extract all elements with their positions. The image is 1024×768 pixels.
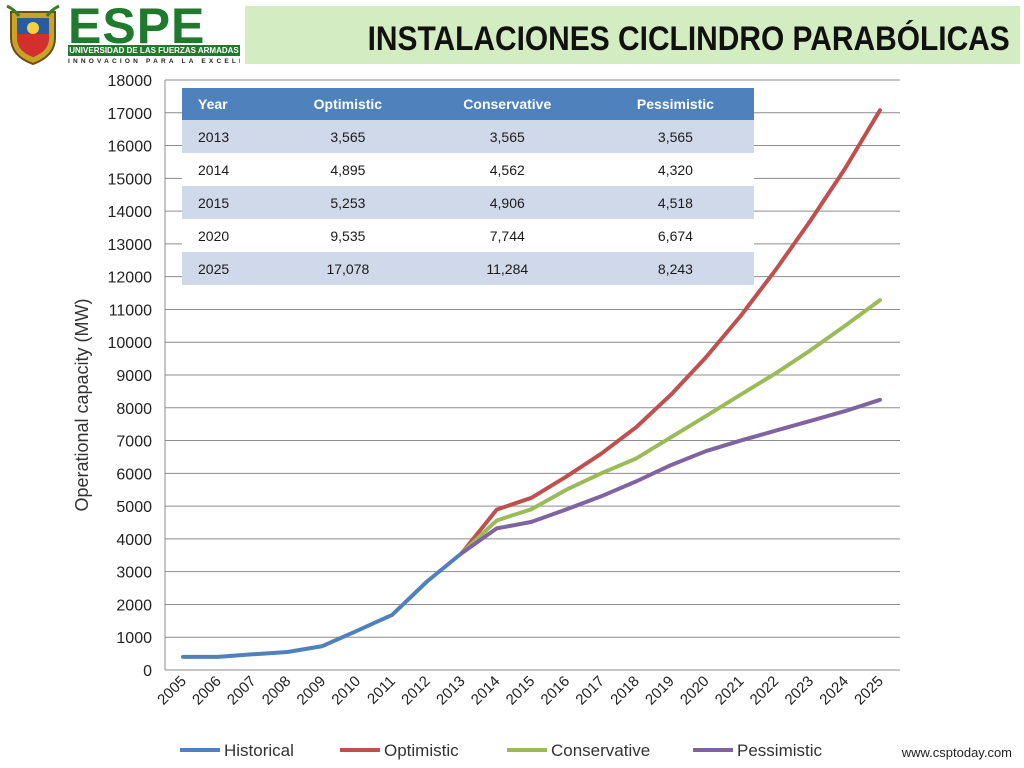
x-tick-label: 2005: [154, 673, 190, 709]
x-tick-label: 2021: [712, 673, 748, 709]
x-tick-label: 2017: [572, 673, 608, 709]
table-cell-conservative: 7,744: [417, 219, 597, 252]
capacity-line-chart: 0 1000 2000 3000 4000 5000 6000 7000 8000 9000 100…: [72, 73, 900, 760]
table-cell-optimistic: 4,895: [278, 153, 418, 186]
legend-label-optimistic: Optimistic: [384, 741, 459, 760]
series-line-optimistic: [459, 108, 882, 556]
table-cell-year: 2020: [182, 219, 279, 252]
y-tick-label: 10000: [108, 335, 153, 352]
table-header-year: Year: [182, 88, 279, 120]
table-cell-optimistic: 9,535: [278, 219, 418, 252]
table-cell-year: 2013: [182, 120, 279, 153]
table-header-pessimistic: Pessimistic: [596, 88, 754, 120]
table-cell-pessimistic: 8,243: [596, 252, 754, 285]
y-tick-label: 11000: [109, 302, 152, 319]
x-tick-label: 2009: [294, 673, 330, 709]
y-tick-label: 6000: [116, 466, 152, 483]
source-credit: www.csptoday.com: [901, 745, 1012, 760]
x-tick-label: 2018: [607, 673, 643, 709]
table-row: 2015 5,253 4,906 4,518: [182, 186, 754, 219]
y-tick-label: 17000: [108, 106, 153, 123]
page-title: INSTALACIONES CICLINDRO PARABÓLICAS: [367, 20, 1010, 58]
university-name: UNIVERSIDAD DE LAS FUERZAS ARMADAS: [68, 45, 240, 56]
table-cell-year: 2014: [182, 153, 279, 186]
x-tick-label: 2008: [259, 673, 295, 709]
y-tick-label: 12000: [108, 270, 153, 287]
table-cell-conservative: 11,284: [417, 252, 597, 285]
table-cell-pessimistic: 4,320: [596, 153, 754, 186]
university-shield-icon: [6, 4, 60, 66]
x-tick-label: 2024: [816, 673, 852, 709]
x-tick-label: 2006: [189, 673, 225, 709]
x-tick-label: 2014: [468, 673, 504, 709]
table-cell-conservative: 3,565: [417, 120, 597, 153]
university-motto: INNOVACIÓN PARA LA EXCELENCIA: [68, 58, 240, 65]
series-line-pessimistic: [459, 397, 882, 556]
x-tick-label: 2025: [851, 673, 887, 709]
table-cell-year: 2015: [182, 186, 279, 219]
y-tick-label: 18000: [108, 73, 153, 90]
table-cell-year: 2025: [182, 252, 279, 285]
x-tick-label: 2012: [398, 673, 434, 709]
x-tick-label: 2007: [224, 673, 260, 709]
x-tick-label: 2013: [433, 673, 469, 709]
x-tick-label: 2019: [642, 673, 678, 709]
table-header-optimistic: Optimistic: [278, 88, 418, 120]
y-tick-label: 8000: [116, 401, 152, 418]
table-row: 2025 17,078 11,284 8,243: [182, 252, 754, 285]
legend-label-conservative: Conservative: [551, 741, 650, 760]
title-band: INSTALACIONES CICLINDRO PARABÓLICAS: [245, 6, 1020, 64]
y-tick-label: 3000: [116, 565, 152, 582]
y-tick-label: 9000: [116, 368, 152, 385]
table-cell-pessimistic: 6,674: [596, 219, 754, 252]
table-header-row: Year Optimistic Conservative Pessimistic: [182, 88, 754, 120]
y-tick-label: 14000: [108, 204, 153, 221]
table-row: 2020 9,535 7,744 6,674: [182, 219, 754, 252]
table-row: 2014 4,895 4,562 4,320: [182, 153, 754, 186]
y-tick-label: 5000: [116, 499, 152, 516]
x-tick-label: 2020: [677, 673, 713, 709]
y-tick-label: 16000: [108, 139, 153, 156]
table-cell-pessimistic: 4,518: [596, 186, 754, 219]
y-tick-label: 15000: [108, 171, 153, 188]
y-axis-label: Operational capacity (MW): [72, 298, 92, 511]
table-cell-optimistic: 17,078: [278, 252, 418, 285]
y-tick-label: 7000: [116, 434, 152, 451]
x-tick-label: 2015: [503, 673, 539, 709]
y-tick-label: 2000: [116, 597, 152, 614]
y-tick-label: 1000: [116, 630, 152, 647]
x-tick-label: 2011: [364, 673, 399, 708]
capacity-table: Year Optimistic Conservative Pessimistic…: [182, 88, 754, 285]
series-line-conservative: [459, 298, 882, 556]
table-cell-optimistic: 5,253: [278, 186, 418, 219]
legend-label-historical: Historical: [224, 741, 294, 760]
x-tick-label: 2022: [747, 673, 783, 709]
table-cell-conservative: 4,562: [417, 153, 597, 186]
table-row: 2013 3,565 3,565 3,565: [182, 120, 754, 153]
y-tick-label: 4000: [116, 532, 152, 549]
x-tick-label: 2023: [782, 673, 818, 709]
legend-label-pessimistic: Pessimistic: [737, 741, 823, 760]
espe-logo: ESPE UNIVERSIDAD DE LAS FUERZAS ARMADAS …: [0, 0, 245, 72]
y-tick-label: 13000: [108, 237, 153, 254]
table-cell-conservative: 4,906: [417, 186, 597, 219]
table-cell-optimistic: 3,565: [278, 120, 418, 153]
table-cell-pessimistic: 3,565: [596, 120, 754, 153]
table-header-conservative: Conservative: [417, 88, 597, 120]
x-tick-label: 2010: [328, 673, 364, 709]
y-tick-label: 0: [143, 663, 152, 680]
series-line-historical: [181, 551, 464, 659]
x-tick-label: 2016: [538, 673, 574, 709]
